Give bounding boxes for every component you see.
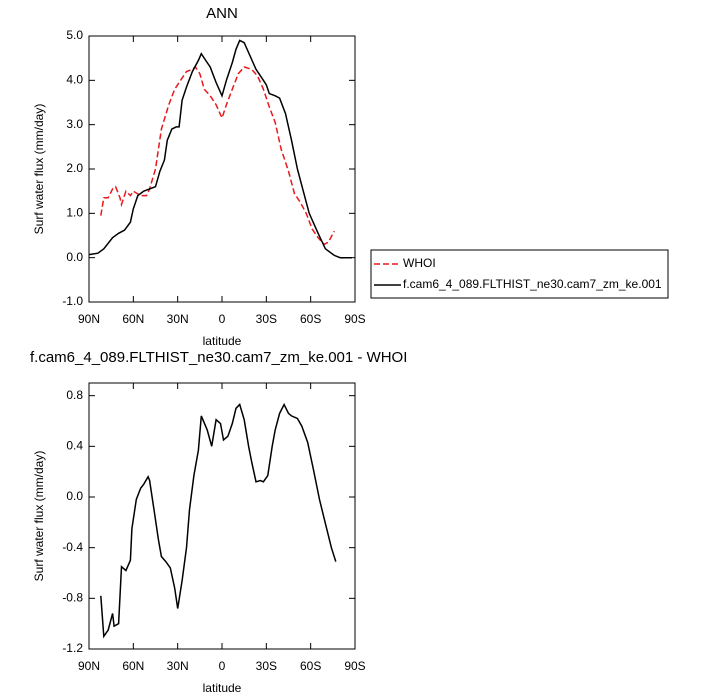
y-axis-label: Surf water flux (mm/day) xyxy=(32,451,46,582)
x-axis-label: latitude xyxy=(203,681,242,695)
y-tick-label: 4.0 xyxy=(66,73,83,87)
x-tick-label: 30S xyxy=(256,659,277,673)
x-tick-label: 30S xyxy=(256,312,277,326)
x-tick-label: 60S xyxy=(300,659,321,673)
x-tick-label: 0 xyxy=(219,659,226,673)
chart-title: f.cam6_4_089.FLTHIST_ne30.cam7_zm_ke.001… xyxy=(30,349,407,366)
chart-title: ANN xyxy=(206,5,238,22)
y-tick-label: 0.0 xyxy=(66,489,83,503)
legend-label: WHOI xyxy=(403,256,436,270)
y-tick-label: 0.8 xyxy=(66,388,83,402)
x-tick-label: 0 xyxy=(219,312,226,326)
y-tick-label: -1.2 xyxy=(62,641,83,655)
x-tick-label: 60N xyxy=(122,312,144,326)
plot: f.cam6_4_089.FLTHIST_ne30.cam7_zm_ke.001… xyxy=(30,349,407,695)
data-line xyxy=(100,65,335,246)
data-line xyxy=(88,39,352,259)
x-tick-label: 90N xyxy=(78,312,100,326)
y-tick-label: 5.0 xyxy=(66,28,83,42)
y-tick-label: 3.0 xyxy=(66,117,83,131)
y-tick-label: 2.0 xyxy=(66,161,83,175)
plot-frame xyxy=(88,35,356,303)
x-tick-label: 90N xyxy=(78,659,100,673)
x-tick-label: 90S xyxy=(344,659,365,673)
y-tick-label: -0.4 xyxy=(62,540,83,554)
x-tick-label: 30N xyxy=(167,312,189,326)
x-tick-label: 60N xyxy=(122,659,144,673)
y-tick-label: -1.0 xyxy=(62,294,83,308)
x-tick-label: 90S xyxy=(344,312,365,326)
y-tick-label: -0.8 xyxy=(62,591,83,605)
y-tick-label: 0.0 xyxy=(66,250,83,264)
data-line xyxy=(100,402,337,639)
x-tick-label: 60S xyxy=(300,312,321,326)
y-axis-label: Surf water flux (mm/day) xyxy=(32,104,46,235)
legend-box xyxy=(370,249,669,299)
legend-label: f.cam6_4_089.FLTHIST_ne30.cam7_zm_ke.001 xyxy=(403,277,662,291)
plot-frame xyxy=(88,382,356,650)
x-axis-label: latitude xyxy=(203,334,242,348)
x-tick-label: 30N xyxy=(167,659,189,673)
y-tick-label: 0.4 xyxy=(66,439,83,453)
plot: ANN latitude Surf water flux (mm/day) 90N 60… xyxy=(32,5,669,348)
y-tick-label: 1.0 xyxy=(66,206,83,220)
